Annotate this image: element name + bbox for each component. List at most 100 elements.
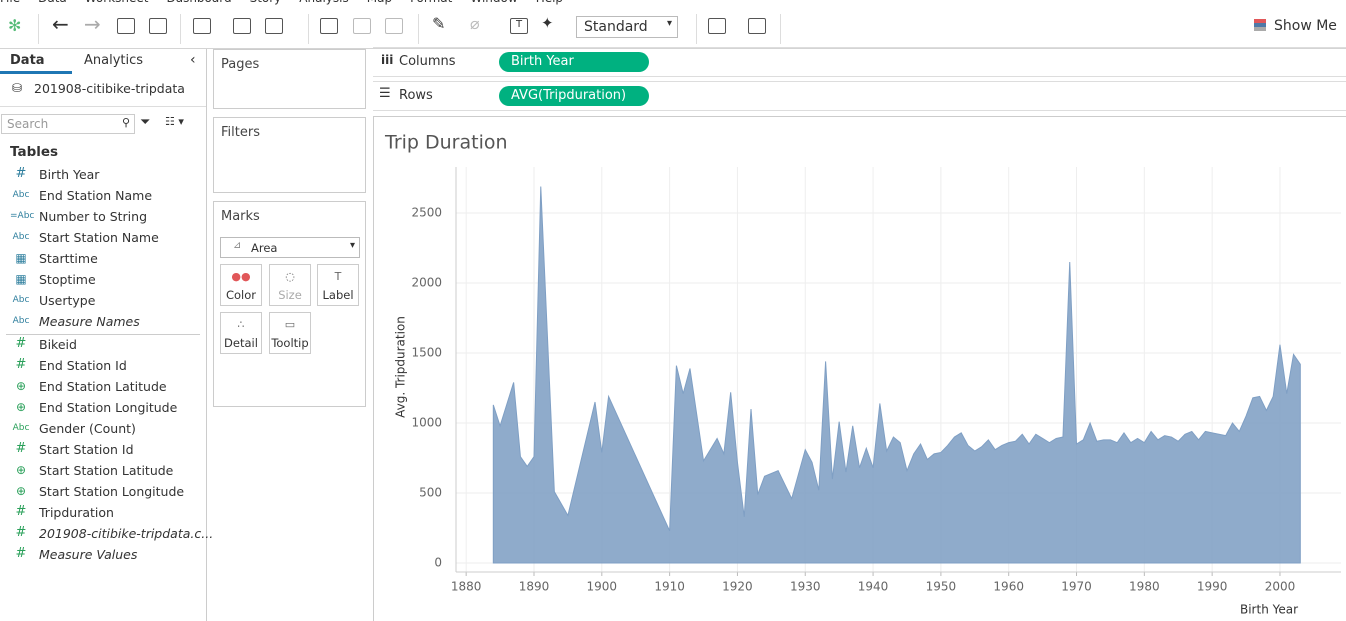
filters-label: Filters <box>221 125 260 140</box>
mark-type-dropdown[interactable]: ⊿ Area ▾ <box>220 237 360 258</box>
field[interactable]: ⊕ End Station Latitude <box>0 378 200 398</box>
pin[interactable]: ✦ <box>541 14 554 32</box>
show-me-button[interactable]: Show Me <box>1254 18 1337 34</box>
field[interactable]: ⊕ Start Station Longitude <box>0 483 200 503</box>
pages-shelf[interactable]: Pages <box>213 49 366 109</box>
field[interactable]: ⊕ End Station Longitude <box>0 399 200 419</box>
field-name: End Station Longitude <box>39 400 178 415</box>
field[interactable]: Abc Start Station Name <box>0 229 200 249</box>
field[interactable]: ▦ Starttime <box>0 250 200 270</box>
data-tab[interactable]: Data <box>10 53 45 68</box>
y-tick-label: 0 <box>434 556 442 570</box>
menu-item[interactable]: Format <box>410 0 452 5</box>
menu-item[interactable]: Dashboard <box>166 0 231 5</box>
mark-button-icon: ▭ <box>284 318 296 331</box>
datasource[interactable]: 201908-citibike-tripdata <box>34 81 185 96</box>
view-size-dropdown[interactable]: Standard ▾ <box>576 16 678 38</box>
view-size: Standard <box>584 19 648 35</box>
search-box[interactable]: Search ⚲ <box>1 114 135 134</box>
field[interactable]: Abc End Station Name <box>0 187 200 207</box>
field[interactable]: # Measure Values <box>0 546 200 566</box>
field[interactable]: #201908-citibike-tripdata.c... <box>0 525 214 545</box>
rows-shelf: ☰ Rows AVG(Tripduration) <box>373 81 1346 111</box>
group[interactable]: ⌀ <box>470 14 480 33</box>
geo-icon: ⊕ <box>15 379 27 393</box>
filter-icon[interactable]: ⏷ <box>140 115 151 130</box>
save[interactable] <box>117 18 135 34</box>
new-datasource[interactable] <box>149 18 167 34</box>
field[interactable]: Abc Measure Names <box>0 313 200 333</box>
field-name: 201908-citibike-tripdata.c... <box>39 526 214 541</box>
field-name: End Station Latitude <box>39 379 167 394</box>
menu-item[interactable]: Worksheet <box>85 0 149 5</box>
duplicate[interactable] <box>233 18 251 34</box>
divider <box>0 106 206 107</box>
sort-asc[interactable] <box>353 18 371 34</box>
menu-item[interactable]: Window <box>470 0 517 5</box>
geo-icon: ⊕ <box>15 400 27 414</box>
field-type-icon: # <box>15 166 27 181</box>
field[interactable]: Abc Gender (Count) <box>0 420 200 440</box>
columns-pill[interactable]: Birth Year <box>499 52 649 72</box>
new-worksheet[interactable] <box>193 18 211 34</box>
mark-button[interactable]: ●● Color <box>220 264 262 306</box>
highlight[interactable]: ✎ <box>432 14 446 33</box>
mark-button-label: Size <box>278 288 302 302</box>
field-name: Start Station Latitude <box>39 463 174 478</box>
field[interactable]: ⊕ Start Station Latitude <box>0 462 200 482</box>
field[interactable]: # Start Station Id <box>0 441 200 461</box>
view-icon[interactable]: ☷ ▾ <box>165 115 184 128</box>
y-tick-label: 2500 <box>411 206 442 220</box>
columns-shelf: iii Columns Birth Year <box>373 47 1346 77</box>
clear[interactable] <box>265 18 283 34</box>
marks-card: Marks ⊿ Area ▾ ●● Color ◌ Size T Label ∴ Detail… <box>213 201 366 407</box>
date-icon: ▦ <box>15 272 27 286</box>
field-type-icon: Abc <box>12 295 30 305</box>
mark-button-icon: ∴ <box>237 318 245 331</box>
redo[interactable]: → <box>84 12 101 36</box>
field[interactable]: Abc Usertype <box>0 292 200 312</box>
menu-item[interactable]: Story <box>250 0 282 5</box>
menu-item[interactable]: Data <box>38 0 67 5</box>
undo[interactable]: ← <box>52 12 69 36</box>
field[interactable]: # Birth Year <box>0 166 200 186</box>
filters-shelf[interactable]: Filters <box>213 117 366 193</box>
field[interactable]: ▦ Stoptime <box>0 271 200 291</box>
field[interactable]: # Bikeid <box>0 336 200 356</box>
tableau-logo[interactable]: ✻ <box>8 16 22 35</box>
toolbar: ✻ ← → ✎ ⌀ T ✦ Standard ▾ Show Me <box>0 6 1346 49</box>
mark-button[interactable]: T Label <box>317 264 359 306</box>
collapse[interactable]: ‹ <box>190 52 196 68</box>
mark-button[interactable]: ▭ Tooltip <box>269 312 311 354</box>
menu-item[interactable]: Help <box>536 0 563 5</box>
field-type-icon: =Abc <box>10 211 35 221</box>
geo-icon: ⊕ <box>15 484 27 498</box>
field-name: Birth Year <box>39 167 100 182</box>
x-tick-label: 1970 <box>1061 580 1092 594</box>
menu-item[interactable]: Map <box>367 0 392 5</box>
mark-button[interactable]: ◌ Size <box>269 264 311 306</box>
x-tick-label: 1910 <box>654 580 685 594</box>
menu-item[interactable]: File <box>0 0 20 5</box>
field[interactable]: # End Station Id <box>0 357 200 377</box>
labels[interactable]: T <box>510 18 528 34</box>
field-name: Start Station Name <box>39 230 159 245</box>
swap[interactable] <box>320 18 338 34</box>
sort-desc[interactable] <box>385 18 403 34</box>
field-name: End Station Id <box>39 358 127 373</box>
cards[interactable] <box>708 18 726 34</box>
mark-buttons: ●● Color ◌ Size T Label ∴ Detail ▭ Tooltip <box>214 202 365 402</box>
presentation[interactable] <box>748 18 766 34</box>
y-tick-label: 1000 <box>411 416 442 430</box>
field[interactable]: # Tripduration <box>0 504 200 524</box>
rows-pill[interactable]: AVG(Tripduration) <box>499 86 649 106</box>
menu-item[interactable]: Analysis <box>299 0 348 5</box>
field-type-icon: # <box>15 357 27 372</box>
field-type-icon: Abc <box>12 423 30 433</box>
x-tick-label: 1950 <box>926 580 957 594</box>
analytics-tab[interactable]: Analytics <box>84 53 144 68</box>
field[interactable]: =Abc Number to String <box>0 208 200 228</box>
mark-button[interactable]: ∴ Detail <box>220 312 262 354</box>
x-axis-title: Birth Year <box>1240 603 1298 617</box>
x-tick-label: 2000 <box>1265 580 1296 594</box>
